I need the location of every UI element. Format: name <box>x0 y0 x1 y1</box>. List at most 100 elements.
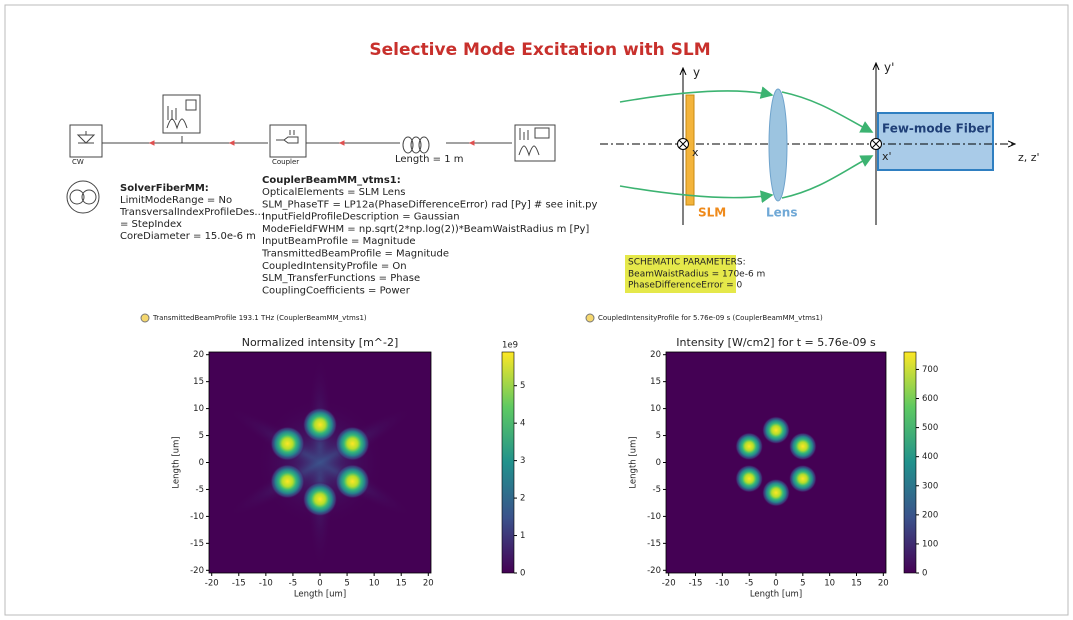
x-tick-label: -20 <box>662 579 676 589</box>
colorbar-tick-label: 0 <box>520 569 525 579</box>
x-tick-label: -15 <box>232 579 246 589</box>
coupler-heading: CouplerBeamMM_vtms1: <box>262 175 401 186</box>
y-tick-label: 0 <box>656 458 661 468</box>
caption-icon <box>141 314 149 322</box>
heatmap-spot <box>735 432 763 460</box>
heatmap <box>209 352 431 573</box>
coupler-line: InputBeamProfile = Magnitude <box>262 236 416 247</box>
plot-title: Intensity [W/cm2] for t = 5.76e-09 s <box>676 336 876 349</box>
heatmap <box>666 352 886 573</box>
colorbar <box>904 352 916 573</box>
x-axis-label: Length [um] <box>750 590 802 600</box>
colorbar-tick-label: 200 <box>922 510 938 520</box>
plot-caption: CoupledIntensityProfile for 5.76e-09 s (… <box>598 314 823 322</box>
colorbar-exponent: 1e9 <box>502 341 518 351</box>
heatmap-spot <box>303 407 338 442</box>
x-tick-label: 10 <box>824 579 835 589</box>
x-tick-label: -15 <box>689 579 703 589</box>
heatmap-spot <box>270 426 305 461</box>
coupler-line: OpticalElements = SLM Lens <box>262 187 406 198</box>
caption-icon <box>586 314 594 322</box>
heatmap-spot <box>762 479 790 507</box>
axis-y: y <box>693 66 700 80</box>
x-tick-label: 15 <box>851 579 862 589</box>
plot-title: Normalized intensity [m^-2] <box>242 336 399 349</box>
colorbar-tick-label: 300 <box>922 481 938 491</box>
plot-caption: TransmittedBeamProfile 193.1 THz (Couple… <box>152 314 367 322</box>
axis-x-prime: x' <box>882 150 892 163</box>
y-tick-label: 5 <box>199 431 204 441</box>
colorbar-tick-label: 2 <box>520 494 525 504</box>
heatmap-spot <box>270 464 305 499</box>
heatmap-spot <box>335 464 370 499</box>
coupler-line: SLM_TransferFunctions = Phase <box>262 273 420 284</box>
y-tick-label: -15 <box>190 539 204 549</box>
colorbar-tick-label: 3 <box>520 456 525 466</box>
y-tick-label: 20 <box>193 350 204 360</box>
coupler-line: SLM_PhaseTF = LP12a(PhaseDifferenceError… <box>262 199 598 210</box>
colorbar-tick-label: 100 <box>922 539 938 549</box>
x-tick-label: 5 <box>800 579 805 589</box>
y-axis-label: Length [um] <box>172 436 182 488</box>
colorbar-tick-label: 0 <box>922 569 927 579</box>
heatmap-spot <box>335 426 370 461</box>
axis-x: x <box>692 146 699 159</box>
axis-y-prime: y' <box>884 61 894 75</box>
y-tick-label: 10 <box>650 404 661 414</box>
heatmap-spot <box>789 432 817 460</box>
params-heading: SCHEMATIC PARAMETERS: <box>628 258 746 268</box>
colorbar-tick-label: 5 <box>520 381 525 391</box>
y-tick-label: -20 <box>190 566 204 576</box>
heatmap-bg <box>666 352 886 573</box>
x-tick-label: 15 <box>396 579 407 589</box>
axis-z: z, z' <box>1018 151 1040 164</box>
colorbar-tick-label: 4 <box>520 419 525 429</box>
y-tick-label: -5 <box>196 485 204 495</box>
solver-line: TransversalIndexProfileDes... <box>119 207 264 218</box>
coupler-label: Coupler <box>272 158 299 166</box>
y-tick-label: -5 <box>653 485 661 495</box>
colorbar-tick-label: 700 <box>922 365 938 375</box>
x-tick-label: 20 <box>423 579 434 589</box>
coupler-line: CouplingCoefficients = Power <box>262 285 411 296</box>
fiber-label: Few-mode Fiber <box>882 122 991 136</box>
colorbar-tick-label: 500 <box>922 423 938 433</box>
x-tick-label: -5 <box>289 579 297 589</box>
y-tick-label: -15 <box>647 539 661 549</box>
x-tick-label: 10 <box>369 579 380 589</box>
coupler-line: InputFieldProfileDescription = Gaussian <box>262 212 460 223</box>
colorbar-tick-label: 400 <box>922 452 938 462</box>
y-tick-label: -10 <box>647 512 661 522</box>
x-tick-label: 5 <box>344 579 349 589</box>
y-tick-label: 15 <box>193 377 204 387</box>
x-tick-label: 0 <box>773 579 778 589</box>
coupler-line: ModeFieldFWHM = np.sqrt(2*np.log(2))*Bea… <box>262 224 589 235</box>
y-tick-label: -20 <box>647 566 661 576</box>
x-tick-label: -20 <box>205 579 219 589</box>
fiber-length: Length = 1 m <box>395 154 464 165</box>
y-tick-label: -10 <box>190 512 204 522</box>
x-tick-label: -10 <box>259 579 273 589</box>
param-line: PhaseDifferenceError = 0 <box>628 281 742 291</box>
solver-line: = StepIndex <box>120 219 182 230</box>
x-tick-label: 20 <box>878 579 889 589</box>
x-tick-label: 0 <box>317 579 322 589</box>
y-tick-label: 5 <box>656 431 661 441</box>
colorbar-tick-label: 600 <box>922 394 938 404</box>
lens-label: Lens <box>766 206 797 220</box>
solver-line: CoreDiameter = 15.0e-6 m <box>120 231 256 242</box>
y-tick-label: 0 <box>199 458 204 468</box>
slm-label: SLM <box>698 206 726 220</box>
colorbar-tick-label: 1 <box>520 531 525 541</box>
heatmap-spot <box>303 482 338 517</box>
source-label: CW <box>72 158 84 166</box>
page-title: Selective Mode Excitation with SLM <box>369 40 710 60</box>
param-line: BeamWaistRadius = 170e-6 m <box>628 270 765 280</box>
x-tick-label: -5 <box>745 579 753 589</box>
page: Selective Mode Excitation with SLM CW Co… <box>0 0 1073 620</box>
coupler-line: CoupledIntensityProfile = On <box>262 261 407 272</box>
heatmap-spot <box>762 416 790 444</box>
y-tick-label: 20 <box>650 350 661 360</box>
x-axis-label: Length [um] <box>294 590 346 600</box>
heatmap-spot <box>735 465 763 493</box>
